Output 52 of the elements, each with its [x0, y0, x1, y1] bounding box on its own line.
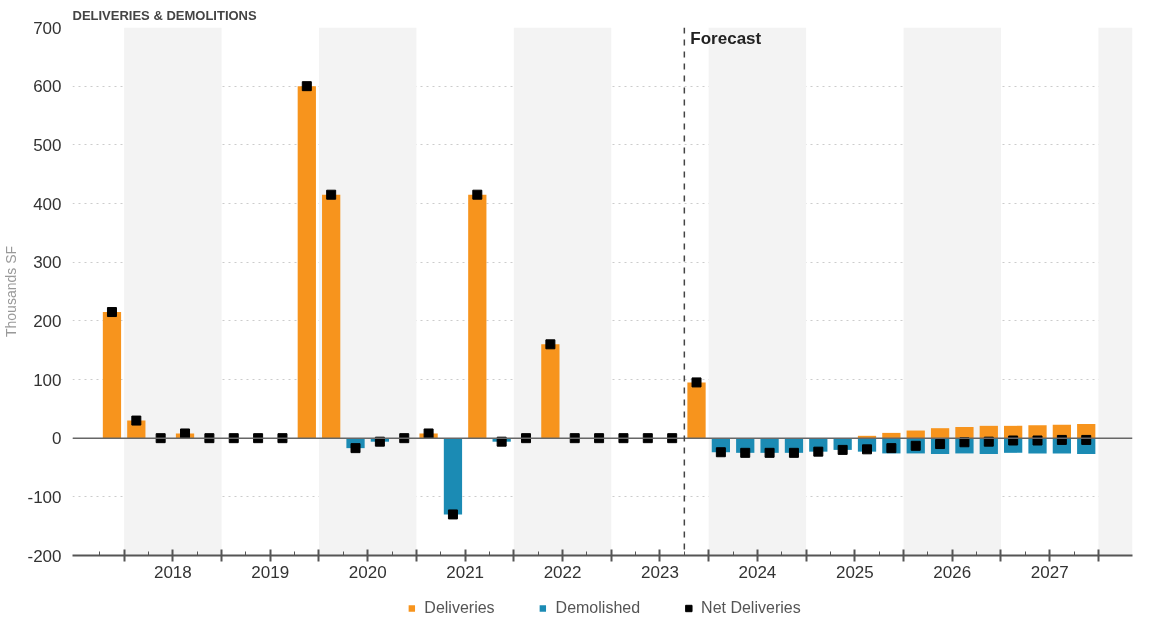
x-tick-label: 2018 [153, 562, 192, 582]
x-tick-label: 2027 [1030, 562, 1069, 582]
bar [955, 427, 974, 439]
y-tick-label: 200 [33, 311, 62, 331]
point [764, 447, 775, 458]
y-tick-label: 700 [33, 18, 62, 38]
point [788, 447, 799, 458]
bar [541, 344, 560, 439]
point [350, 443, 361, 454]
point [423, 428, 434, 439]
point [545, 339, 556, 350]
bar [687, 382, 706, 439]
y-tick-label: 500 [33, 135, 62, 155]
x-tick-label: 2021 [446, 562, 485, 582]
x-tick-label: 2023 [641, 562, 679, 582]
bar [297, 86, 316, 439]
x-tick-label: 2024 [738, 562, 777, 582]
legend-label: Deliveries [424, 598, 495, 617]
point [180, 428, 191, 439]
ref-line-label: Forecast [690, 28, 762, 48]
bar [468, 194, 487, 439]
x-tick-label: 2022 [543, 562, 582, 582]
point [106, 307, 117, 318]
point [837, 444, 848, 455]
y-axis-title: Thousands SF [3, 245, 20, 338]
point [740, 447, 751, 458]
legend-label: Demolished [555, 598, 641, 617]
x-tick-label: 2025 [835, 562, 874, 582]
point [301, 81, 312, 92]
y-tick-label: 100 [33, 370, 62, 390]
y-tick-label: 600 [33, 77, 62, 97]
point [447, 509, 458, 520]
point [691, 377, 702, 388]
point [131, 415, 142, 426]
point [1032, 435, 1043, 446]
legend-label: Net Deliveries [701, 598, 801, 617]
chart-title: DELIVERIES & DEMOLITIONS [72, 7, 258, 23]
y-tick-label: 400 [33, 194, 62, 214]
x-tick-label: 2026 [933, 562, 972, 582]
bar [102, 312, 122, 439]
y-tick-label: 300 [33, 253, 62, 273]
point [472, 189, 483, 200]
x-tick-label: 2020 [348, 562, 387, 582]
y-tick-label: -100 [27, 487, 62, 507]
y-tick-label: 0 [52, 429, 62, 449]
bar [322, 194, 341, 439]
bar [443, 438, 463, 515]
point [326, 189, 337, 200]
y-tick-label: -200 [27, 546, 62, 566]
point [715, 447, 726, 458]
point [813, 446, 824, 457]
x-tick-label: 2019 [251, 562, 290, 582]
